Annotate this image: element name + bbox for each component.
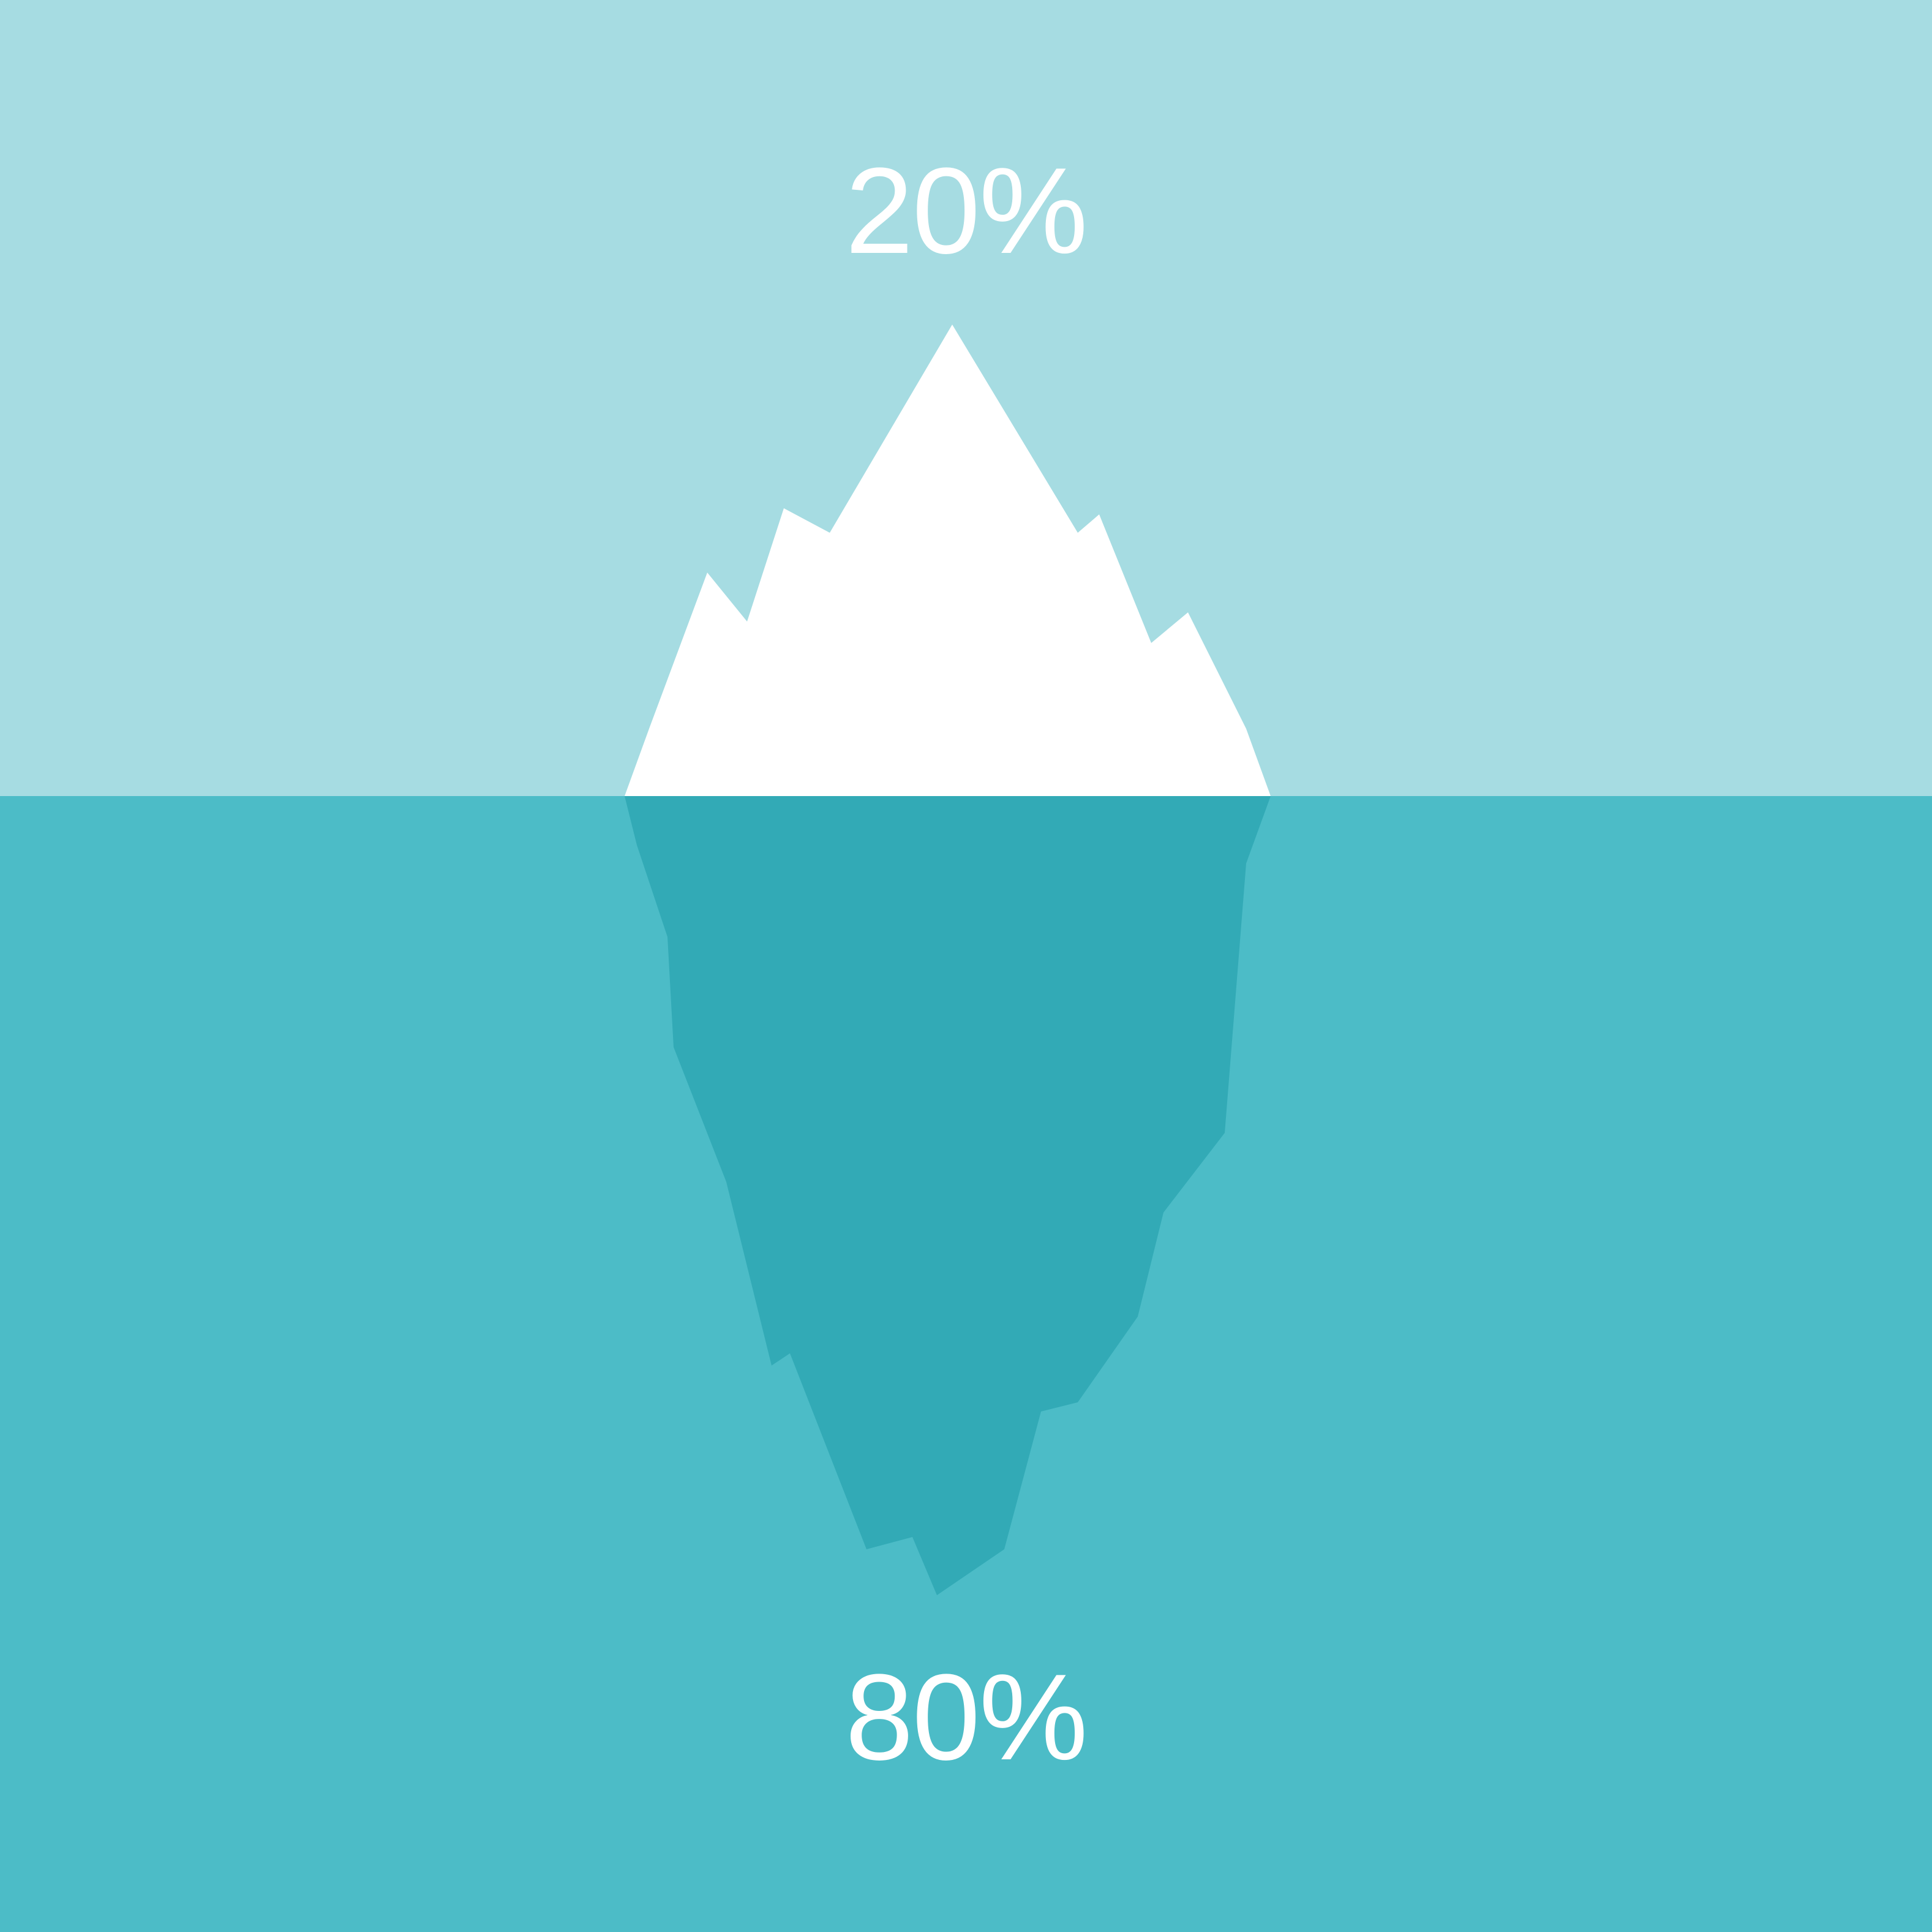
iceberg-bottom-polygon — [625, 796, 1271, 1595]
iceberg-top-polygon — [625, 325, 1271, 796]
iceberg-shape — [0, 0, 1932, 1932]
iceberg-infographic: 20% 80% — [0, 0, 1932, 1932]
top-percentage-label: 20% — [0, 141, 1932, 282]
bottom-percentage-label: 80% — [0, 1647, 1932, 1788]
